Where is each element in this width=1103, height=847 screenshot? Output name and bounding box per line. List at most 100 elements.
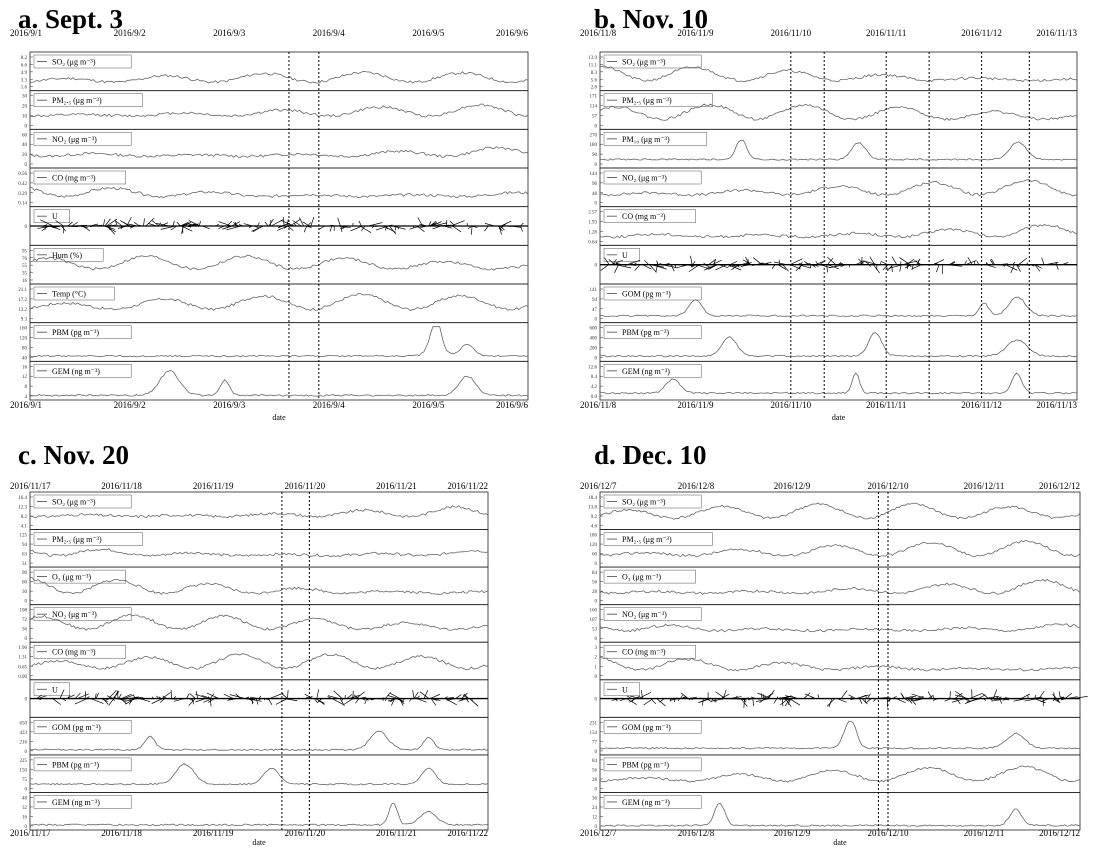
x-tick-label-top: 2016/9/5 [412,28,445,38]
wind-vector [450,220,465,227]
wind-vector [270,219,272,227]
legend-label: U [622,251,628,260]
y-tick-label: 2 [595,656,598,661]
wind-vector [337,217,341,227]
wind-vector [834,264,838,267]
wind-vector [419,691,430,699]
legend-label: PBM (pg m⁻³) [52,328,99,337]
wind-vector [715,691,726,699]
wind-vector [148,223,157,227]
wind-vector [188,698,196,706]
wind-vector [108,698,115,706]
wind-vector [339,698,345,706]
wind-vector [446,696,454,699]
wind-vector [41,225,49,232]
x-tick-label-top: 2016/9/2 [114,28,146,38]
wind-vector [409,225,421,230]
wind-vector [908,264,912,268]
wind-vector [836,262,843,266]
y-tick-label: 1.96 [18,646,27,651]
x-tick-label-top: 2016/9/6 [496,28,529,38]
x-tick-label-bottom: 2016/11/10 [770,400,811,410]
legend-box [603,54,702,69]
wind-vector [129,225,135,229]
row-6: 141 94 47 0 GOM (pg m⁻³) [590,283,1078,324]
wind-vector [659,698,665,703]
wind-vector [121,693,132,699]
y-tick-label: 84 [592,759,598,764]
row-4: 1.96 1.31 0.65 0.00 CO (mg m⁻³) [18,641,489,681]
x-tick-label-bottom: 2016/11/21 [376,828,417,838]
wind-vector [967,257,973,265]
y-tick-label: 270 [590,133,598,138]
wind-vector [861,257,863,265]
y-tick-label: 9.3 [21,318,28,323]
y-tick-label: 0 [595,163,598,168]
row-8: 12.6 8.4 4.2 0.0 GEM (ng m⁻³) [588,360,1078,401]
y-tick-label: 1.93 [588,221,597,226]
wind-vector [1053,692,1055,699]
wind-vector [82,225,91,232]
x-tick-label-top: 2016/9/3 [213,28,246,38]
wind-vector [455,694,462,699]
wind-vector [133,221,140,227]
wind-vector [173,696,176,699]
wind-vector [827,256,836,265]
legend-label: PM₂.₅ (μg m⁻³) [52,535,102,544]
wind-vector [419,225,427,229]
wind-vector [619,698,627,702]
wind-vector [209,693,215,699]
y-tick-label: 0 [25,698,28,703]
wind-vector [750,696,757,699]
row-7: 600 400 200 0 PBM (pg m⁻³) [590,322,1078,362]
legend-label: PM₂.₅ (μg m⁻³) [622,96,672,105]
wind-vector [206,692,220,699]
wind-vector [864,698,867,704]
wind-vector [263,698,266,701]
y-tick-label: 1.31 [18,656,27,661]
wind-vector [787,698,791,705]
legend-label: PBM (pg m⁻³) [622,328,669,337]
legend-label: U [52,685,58,694]
x-tick-label-top: 2016/11/21 [376,481,417,491]
wind-vector [604,257,610,265]
wind-vector [1041,257,1045,265]
wind-vector [714,698,717,702]
y-tick-label: 0.14 [18,202,27,207]
row-frame [29,792,489,831]
wind-vector [760,693,763,699]
legend-box [33,607,132,621]
wind-vector [71,221,78,227]
y-tick-label: 180 [590,143,598,148]
legend-label: PBM (pg m⁻³) [52,760,99,769]
x-tick-label-top: 2016/11/18 [101,481,142,491]
wind-vector [849,696,853,699]
wind-vector [74,692,81,699]
legend-box [603,132,708,146]
y-tick-label: 0.00 [18,675,27,680]
legend-box [33,757,132,772]
wind-vector [909,696,915,699]
wind-vector [463,693,469,699]
wind-vector [644,260,650,265]
y-tick-label: 0 [595,264,598,269]
x-tick-label-top: 2016/11/8 [580,28,617,38]
legend-box [603,795,702,809]
wind-vector [1056,698,1061,702]
y-tick-label: 231 [590,721,598,726]
y-tick-label: 200 [590,346,598,351]
wind-vector [687,696,697,699]
panel-d-title: d. Dec. 10 [594,440,707,470]
wind-vector [399,698,404,706]
wind-vector [698,698,709,703]
wind-vector [752,698,754,707]
wind-vector [859,698,863,704]
wind-vector [499,225,503,227]
wind-vector [151,698,163,704]
y-tick-label: 216 [20,740,28,745]
wind-vector [186,693,190,699]
legend-box [603,364,702,378]
x-tick-label-bottom: 2016/12/7 [580,828,617,838]
row-5: 95 76 55 35 16 Hum (%) [22,244,529,285]
row-5: 0U [25,679,489,718]
